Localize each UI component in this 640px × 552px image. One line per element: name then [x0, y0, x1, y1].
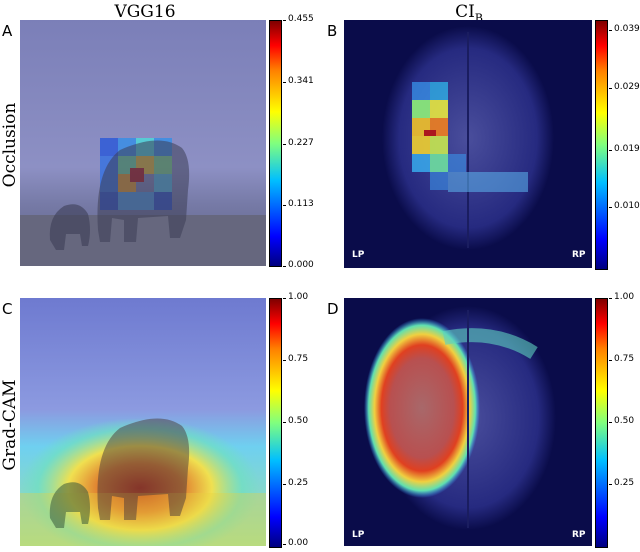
tick-d-3: 0.25	[608, 478, 635, 488]
tick-a-2: 0.227	[283, 138, 314, 148]
right-side-label-d: RP	[572, 530, 586, 540]
brain-gradcam-svg	[364, 306, 556, 530]
tick-b-3: 0.010	[609, 201, 640, 211]
tick-d-2: 0.50	[608, 416, 635, 426]
column-title-vgg16: VGG16	[114, 2, 176, 22]
panel-d-brain-gradcam: LP RP	[344, 298, 592, 546]
tick-b-1: 0.029	[609, 82, 640, 92]
panel-b-brain-occlusion: LP RP	[344, 20, 592, 268]
tick-c-0: 1.00	[282, 292, 309, 302]
elephant-gradcam-svg	[20, 298, 266, 546]
colorbar-b	[595, 20, 608, 270]
panel-letter-c: C	[2, 300, 13, 318]
tick-a-3: 0.113	[283, 199, 314, 209]
tick-c-2: 0.50	[282, 416, 309, 426]
tick-c-1: 0.75	[282, 354, 309, 364]
colorbar-c	[269, 298, 282, 548]
left-side-label-b: LP	[352, 250, 365, 260]
panel-letter-a: A	[2, 22, 13, 40]
tick-d-1: 0.75	[608, 354, 635, 364]
column-title-ci-b: CIB	[369, 2, 569, 24]
colorbar-d	[595, 298, 608, 548]
panel-a-occlusion-image	[20, 20, 266, 266]
tick-d-0: 1.00	[608, 292, 635, 302]
column-title-ci-main: CI	[455, 2, 475, 22]
brain-occlusion-grid	[412, 82, 528, 192]
panel-letter-d: D	[327, 300, 339, 318]
row-label-occlusion: Occlusion	[0, 102, 20, 188]
elephant-occlusion-svg	[20, 20, 266, 266]
panel-letter-b: B	[327, 22, 338, 40]
left-side-label-d: LP	[352, 530, 365, 540]
elephant-large	[97, 140, 190, 242]
right-side-label-b: RP	[572, 250, 586, 260]
tick-a-4: 0.000	[283, 260, 314, 270]
tick-b-2: 0.019	[609, 144, 640, 154]
gradcam-brain-hotspot	[364, 318, 480, 498]
elephant-small-gradcam	[49, 482, 90, 528]
colorbar-a	[269, 20, 282, 267]
row-label-grad-cam: Grad-CAM	[0, 379, 20, 471]
gradcam-brain-band	[442, 328, 538, 360]
tick-c-4: 0.00	[282, 538, 309, 548]
elephant-small	[49, 204, 90, 250]
brain-occlusion-svg	[382, 26, 554, 250]
tick-c-3: 0.25	[282, 478, 309, 488]
tick-a-0: 0.455	[283, 14, 314, 24]
column-title-ci-sub: B	[474, 11, 483, 25]
panel-c-gradcam-image	[20, 298, 266, 546]
elephant-large-gradcam	[97, 418, 190, 520]
tick-a-1: 0.341	[283, 76, 314, 86]
tick-b-0: 0.039	[609, 24, 640, 34]
